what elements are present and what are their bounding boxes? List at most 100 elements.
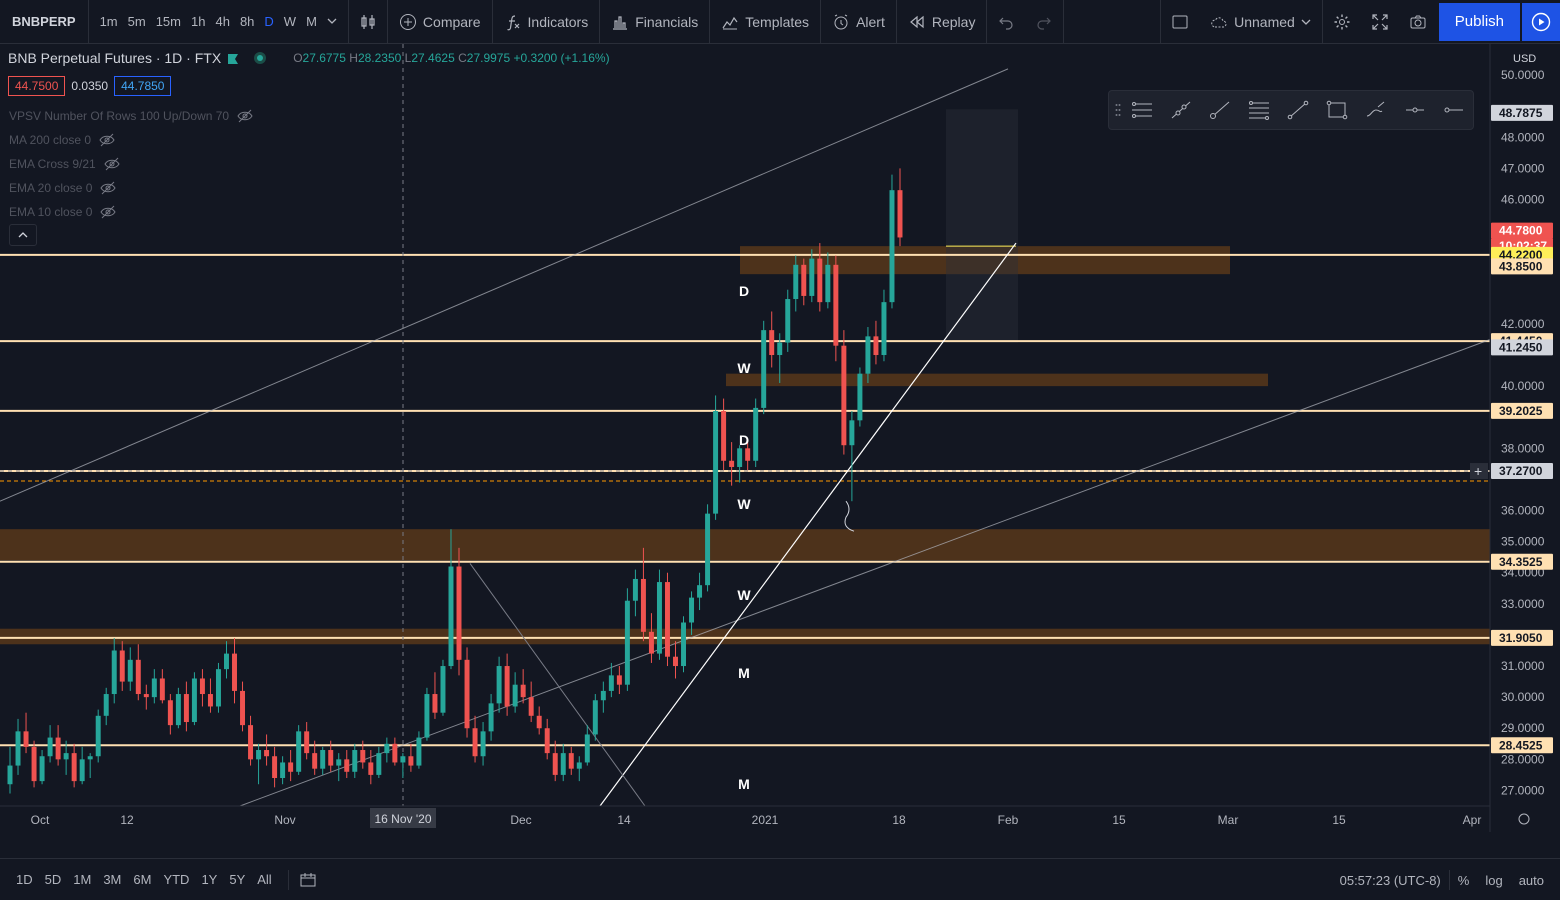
log-scale-toggle[interactable]: log (1485, 872, 1503, 888)
brush-tool-icon[interactable] (1356, 91, 1395, 129)
templates-button[interactable]: Templates (710, 0, 820, 44)
eye-hidden-icon[interactable] (237, 109, 253, 123)
timeframe-5m[interactable]: 5m (127, 14, 146, 29)
alert-button[interactable]: Alert (821, 0, 896, 44)
fib-retracement-tool-icon[interactable] (1240, 91, 1279, 129)
rewind-icon (909, 15, 924, 28)
range-ytd[interactable]: YTD (163, 872, 190, 887)
range-1y[interactable]: 1Y (201, 872, 218, 887)
symbol-search[interactable]: BNBPERP (12, 14, 76, 29)
candle-body (721, 411, 727, 461)
timeframe-4h[interactable]: 4h (215, 14, 230, 29)
candle-body (897, 190, 903, 238)
plus-circle-icon (399, 13, 416, 30)
price-label: 44.7800 (1499, 224, 1543, 238)
percent-scale-toggle[interactable]: % (1457, 872, 1470, 888)
candle-body (103, 694, 109, 716)
candle-body (753, 407, 759, 461)
price-label: 48.7875 (1499, 106, 1543, 120)
eye-hidden-icon[interactable] (100, 181, 116, 195)
drag-handle-icon[interactable] (1113, 100, 1123, 120)
indicator-row[interactable]: EMA 10 close 0 (9, 200, 253, 224)
auto-scale-toggle[interactable]: auto (1518, 872, 1544, 888)
candle-body (729, 460, 735, 467)
trend-line-tool-icon[interactable] (1162, 91, 1201, 129)
time-tick-label: Oct (31, 813, 50, 827)
range-5y[interactable]: 5Y (229, 872, 246, 887)
axis-settings-gear-icon[interactable] (1518, 813, 1530, 825)
crosshair-plus-bg (1470, 463, 1488, 480)
toolbar-divider (709, 0, 711, 44)
play-circle-icon[interactable] (1522, 2, 1560, 41)
price-tick-label: 38.0000 (1501, 441, 1545, 455)
candle-body (424, 694, 430, 738)
chart-type-candles-icon[interactable] (349, 0, 387, 44)
gear-icon[interactable] (1323, 0, 1361, 44)
time-tick-label: Apr (1463, 813, 1482, 827)
financials-button[interactable]: Financials (600, 0, 709, 44)
range-5d[interactable]: 5D (44, 872, 62, 887)
candle-body (833, 264, 839, 346)
timeframe-w[interactable]: W (283, 14, 297, 29)
candle-body (79, 759, 85, 782)
clock-timezone[interactable]: 05:57:23 (UTC-8) (1339, 872, 1441, 888)
timeframe-15m[interactable]: 15m (155, 14, 181, 29)
chevron-down-icon (1301, 19, 1311, 25)
timeframe-d[interactable]: D (264, 14, 274, 29)
horizontal-ray-tool-icon[interactable] (1395, 91, 1434, 129)
candle-body (111, 650, 117, 695)
line-tool-icon[interactable] (1279, 91, 1318, 129)
candle-body (95, 715, 101, 757)
layout-select-icon[interactable] (1161, 0, 1199, 44)
replay-button[interactable]: Replay (897, 0, 987, 44)
ask-price-button[interactable]: 44.7850 (114, 76, 172, 96)
chart-area[interactable]: D W D W W M M 50.0000 48.0000 47.0000 46.0000 42.00… (0, 44, 1560, 832)
timeframe-dropdown-chevron-down-icon[interactable] (322, 14, 342, 29)
go-to-date-calendar-icon[interactable] (299, 872, 317, 888)
time-tick-label: 15 (1332, 813, 1346, 827)
redo-icon[interactable] (1025, 0, 1063, 44)
range-1m[interactable]: 1M (73, 872, 92, 887)
range-1d[interactable]: 1D (16, 872, 33, 887)
parallel-channel-tool-icon[interactable] (1123, 91, 1162, 129)
timeframe-1h[interactable]: 1h (191, 14, 206, 29)
financials-label: Financials (635, 13, 699, 30)
horizontal-line-tool-icon[interactable] (1434, 91, 1473, 129)
candle-body (520, 684, 526, 698)
candle-body (881, 302, 887, 356)
bar-chart-icon (613, 15, 628, 30)
eye-hidden-icon[interactable] (104, 157, 120, 171)
camera-icon[interactable] (1399, 0, 1437, 44)
supply-demand-zone (0, 529, 1490, 561)
indicator-row[interactable]: VPSV Number Of Rows 100 Up/Down 70 (9, 104, 253, 128)
undo-icon[interactable] (987, 0, 1025, 44)
indicators-button[interactable]: Indicators (493, 0, 600, 44)
candle-body (552, 753, 558, 775)
collapse-legend-button[interactable] (9, 224, 37, 246)
range-3m[interactable]: 3M (103, 872, 122, 887)
toolbar-divider (347, 0, 349, 44)
layout-name-button[interactable]: Unnamed (1199, 0, 1322, 44)
timeframe-1m[interactable]: 1m (99, 14, 118, 29)
publish-button[interactable]: Publish (1438, 2, 1520, 41)
candle-body (232, 653, 237, 691)
indicator-row[interactable]: EMA Cross 9/21 (9, 152, 253, 176)
timeframe-m[interactable]: M (306, 14, 317, 29)
eye-hidden-icon[interactable] (100, 205, 116, 219)
compare-button[interactable]: Compare (388, 0, 492, 44)
price-label: 44.2200 (1499, 248, 1543, 262)
crosshair-date-label: 16 Nov '20 (375, 812, 432, 826)
indicator-row[interactable]: EMA 20 close 0 (9, 176, 253, 200)
ray-tool-icon[interactable] (1201, 91, 1240, 129)
bid-price-button[interactable]: 44.7500 (8, 76, 66, 96)
candle-body (280, 762, 286, 779)
timeframe-8h[interactable]: 8h (239, 14, 255, 29)
range-all[interactable]: All (257, 872, 272, 887)
range-6m[interactable]: 6M (133, 872, 152, 887)
chart-canvas[interactable]: D W D W W M M 50.0000 48.0000 47.0000 46.0000 42.00… (0, 44, 1560, 832)
fullscreen-icon[interactable] (1361, 0, 1399, 44)
rectangle-tool-icon[interactable] (1317, 91, 1356, 129)
indicator-row[interactable]: MA 200 close 0 (9, 128, 253, 152)
chevron-up-icon (18, 232, 28, 238)
eye-hidden-icon[interactable] (99, 133, 115, 147)
